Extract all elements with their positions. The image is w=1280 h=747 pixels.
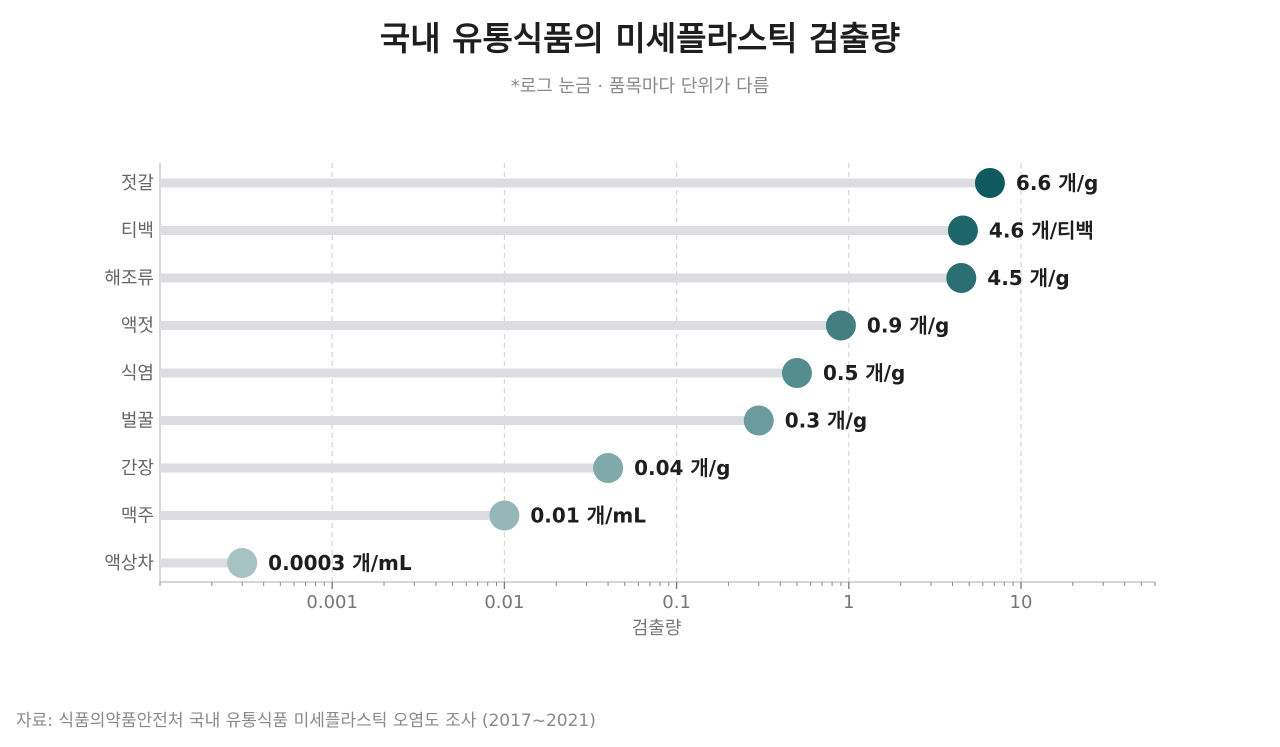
data-label: 4.6 개/티백 <box>989 219 1094 243</box>
category-label: 벌꿀 <box>121 411 154 432</box>
data-label: 0.5 개/g <box>823 361 905 385</box>
lollipop-point <box>825 310 856 341</box>
chart-subtitle: *로그 눈금 · 품목마다 단위가 다름 <box>510 76 770 97</box>
data-label: 0.9 개/g <box>867 314 949 338</box>
lollipop-point <box>974 168 1005 198</box>
chart-title: 국내 유통식품의 미세플라스틱 검출량 <box>379 19 901 58</box>
lollipop-point <box>489 500 520 531</box>
x-tick-label: 0.1 <box>662 592 691 613</box>
category-label: 액상차 <box>104 553 154 574</box>
x-tick-label: 1 <box>843 592 854 613</box>
lollipop-point <box>781 358 812 388</box>
lollipop-point <box>593 453 624 483</box>
lollipop-point <box>947 215 978 246</box>
data-label: 0.0003 개/mL <box>268 551 412 575</box>
x-axis-label: 검출량 <box>632 618 682 639</box>
category-label: 티백 <box>121 221 154 242</box>
x-tick-label: 0.01 <box>484 592 524 613</box>
category-label: 액젓 <box>121 316 154 337</box>
x-tick-label: 10 <box>1010 592 1033 613</box>
category-label: 맥주 <box>121 506 154 527</box>
x-tick-label: 0.001 <box>306 592 358 613</box>
data-label: 0.01 개/mL <box>530 504 646 528</box>
category-label: 간장 <box>121 458 154 479</box>
lollipop-point <box>743 405 774 436</box>
lollipop-point <box>946 263 977 293</box>
category-label: 식염 <box>121 363 154 384</box>
data-label: 0.3 개/g <box>785 409 867 433</box>
source-note: 자료: 식품의약품안전처 국내 유통식품 미세플라스틱 오염도 조사 (2017… <box>16 711 596 731</box>
data-label: 4.5 개/g <box>987 266 1069 290</box>
category-label: 젓갈 <box>121 173 154 194</box>
data-label: 0.04 개/g <box>634 456 730 480</box>
lollipop-point <box>227 548 258 578</box>
data-label: 6.6 개/g <box>1016 171 1098 195</box>
lollipop-chart: 0.001 0.01 0.1 1 10 검출량 젓갈 6.6 개/g 티백 4.6 개/티백해조류… <box>104 163 1156 639</box>
category-label: 해조류 <box>104 268 154 289</box>
